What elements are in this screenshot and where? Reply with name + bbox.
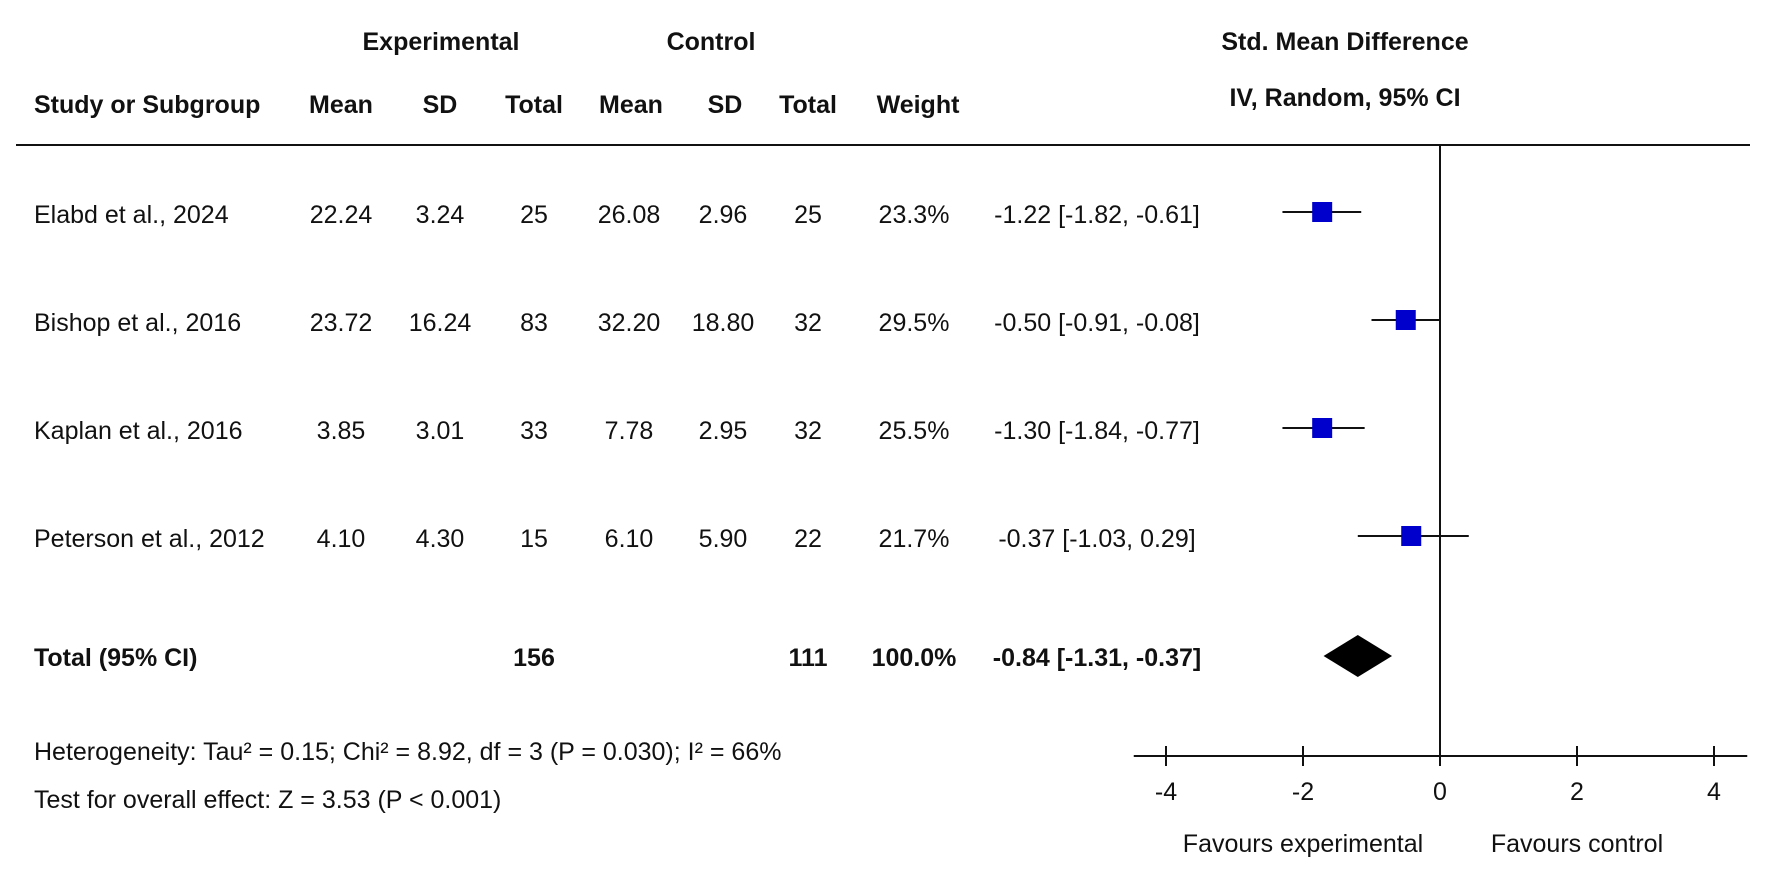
exp-sd: 4.30 bbox=[415, 525, 465, 553]
col-header-ctl-total: Total bbox=[779, 91, 837, 119]
exp-sd: 3.01 bbox=[415, 417, 465, 445]
total-label: Total (95% CI) bbox=[34, 644, 198, 672]
forest-marks: -4 -2 0 2 4 Favours experimental Favours contr… bbox=[1133, 145, 1748, 858]
heterogeneity-text: Heterogeneity: Tau² = 0.15; Chi² = 8.92,… bbox=[34, 738, 782, 766]
col-header-study: Study or Subgroup bbox=[34, 91, 261, 119]
total-ctl-total: 111 bbox=[788, 644, 828, 672]
favours-control-label: Favours control bbox=[1491, 830, 1663, 858]
exp-mean: 22.24 bbox=[309, 201, 373, 229]
exp-total: 25 bbox=[520, 201, 548, 229]
col-header-ctl-sd: SD bbox=[707, 91, 743, 119]
effect-size-title: Std. Mean Difference bbox=[1221, 28, 1469, 56]
col-header-exp-sd: SD bbox=[422, 91, 458, 119]
x-tick-label: -2 bbox=[1292, 778, 1314, 806]
favours-experimental-label: Favours experimental bbox=[1183, 830, 1423, 858]
ctl-total: 25 bbox=[794, 201, 822, 229]
study-ci-text: -0.50 [-0.91, -0.08] bbox=[994, 309, 1200, 337]
study-name: Peterson et al., 2012 bbox=[34, 525, 265, 553]
exp-mean: 4.10 bbox=[316, 525, 366, 553]
study-name: Bishop et al., 2016 bbox=[34, 309, 242, 337]
study-point-marker bbox=[1395, 310, 1416, 330]
x-tick-label: 4 bbox=[1707, 778, 1721, 806]
study-point-marker bbox=[1401, 526, 1422, 546]
exp-mean: 23.72 bbox=[309, 309, 373, 337]
ctl-mean: 26.08 bbox=[597, 201, 661, 229]
study-point-marker bbox=[1312, 202, 1333, 222]
total-weight: 100.0% bbox=[871, 644, 957, 672]
col-header-ctl-mean: Mean bbox=[599, 91, 663, 119]
study-weight: 21.7% bbox=[878, 525, 950, 553]
study-weight: 23.3% bbox=[878, 201, 950, 229]
ctl-mean: 6.10 bbox=[604, 525, 654, 553]
study-ci-text: -1.22 [-1.82, -0.61] bbox=[994, 201, 1200, 229]
study-point-marker bbox=[1312, 418, 1333, 438]
total-ci-text: -0.84 [-1.31, -0.37] bbox=[992, 644, 1202, 672]
ctl-mean: 32.20 bbox=[597, 309, 661, 337]
study-name: Elabd et al., 2024 bbox=[34, 201, 229, 229]
ctl-sd: 18.80 bbox=[691, 309, 755, 337]
exp-total: 83 bbox=[520, 309, 548, 337]
total-exp-total: 156 bbox=[513, 644, 555, 672]
exp-total: 15 bbox=[520, 525, 548, 553]
x-tick-label: 2 bbox=[1570, 778, 1584, 806]
ctl-total: 32 bbox=[794, 417, 822, 445]
pooled-effect-diamond bbox=[1323, 635, 1393, 677]
ctl-sd: 2.96 bbox=[698, 201, 748, 229]
ctl-total: 32 bbox=[794, 309, 822, 337]
exp-mean: 3.85 bbox=[316, 417, 366, 445]
col-header-weight: Weight bbox=[876, 91, 960, 119]
exp-sd: 16.24 bbox=[408, 309, 472, 337]
group-control-header: Control bbox=[666, 28, 756, 56]
group-experimental-header: Experimental bbox=[362, 28, 520, 56]
study-ci-text: -1.30 [-1.84, -0.77] bbox=[994, 417, 1200, 445]
x-tick-label: -4 bbox=[1155, 778, 1177, 806]
ctl-mean: 7.78 bbox=[604, 417, 654, 445]
x-tick-label: 0 bbox=[1433, 778, 1447, 806]
study-name: Kaplan et al., 2016 bbox=[34, 417, 243, 445]
ctl-total: 22 bbox=[794, 525, 822, 553]
ctl-sd: 5.90 bbox=[698, 525, 748, 553]
ctl-sd: 2.95 bbox=[698, 417, 748, 445]
effect-size-subtitle: IV, Random, 95% CI bbox=[1229, 84, 1461, 112]
study-ci-text: -0.37 [-1.03, 0.29] bbox=[998, 525, 1196, 553]
exp-total: 33 bbox=[520, 417, 548, 445]
exp-sd: 3.24 bbox=[415, 201, 465, 229]
study-weight: 25.5% bbox=[878, 417, 950, 445]
study-weight: 29.5% bbox=[878, 309, 950, 337]
col-header-exp-mean: Mean bbox=[309, 91, 373, 119]
col-header-exp-total: Total bbox=[505, 91, 563, 119]
overall-effect-text: Test for overall effect: Z = 3.53 (P < 0… bbox=[34, 786, 502, 814]
